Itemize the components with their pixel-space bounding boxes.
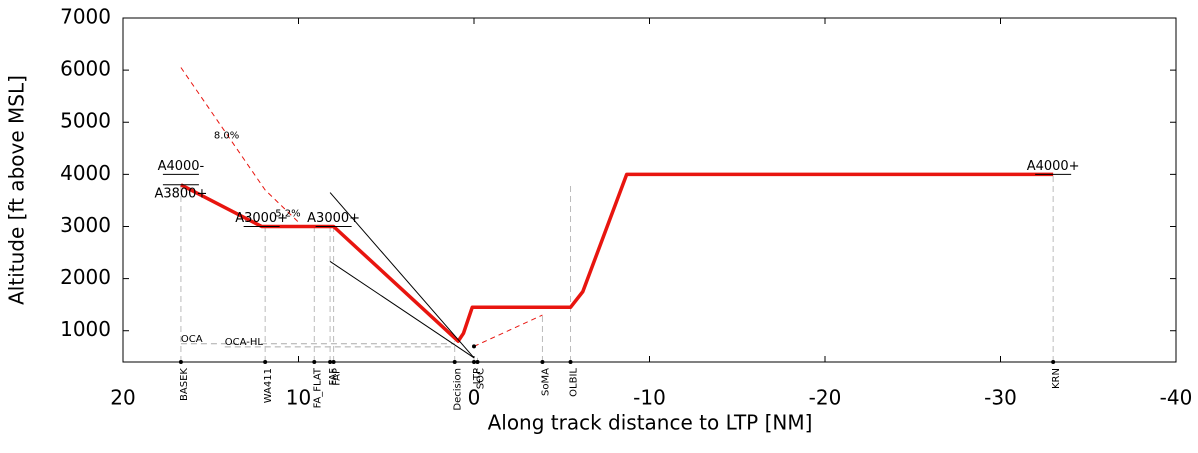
waypoint-label: KRN [1051, 368, 1062, 389]
plot-frame [122, 17, 1177, 363]
waypoint-label: SoMA [540, 368, 551, 396]
waypoint-dot [178, 360, 183, 364]
constraint-label: A4000+ [1027, 159, 1080, 174]
x-tick-label: -40 [1160, 386, 1193, 410]
waypoint-label: FA_FLAT [312, 367, 323, 408]
waypoint-dot [540, 360, 545, 364]
waypoint-dot [568, 360, 573, 364]
x-tick-label: 10 [286, 386, 311, 410]
waypoint-label: SOC [476, 368, 487, 389]
oca-label: OCA-HL [225, 337, 264, 348]
y-tick-label: 6000 [60, 57, 111, 81]
y-tick-label: 5000 [60, 109, 111, 133]
waypoint-dot [472, 360, 476, 364]
y-tick-label: 4000 [60, 161, 111, 185]
x-tick-label: -20 [809, 386, 842, 410]
series-line [180, 172, 1054, 343]
series-line [329, 260, 475, 359]
constraint-label: A4000- [158, 159, 205, 174]
series-line [473, 314, 543, 347]
waypoint-dot [263, 360, 268, 364]
waypoint-dot [312, 360, 317, 364]
waypoint-label: OLBIL [569, 368, 580, 397]
constraint-label: A3000+ [307, 211, 360, 226]
waypoint-label: Decision [453, 368, 464, 411]
waypoint-label: BASEK [179, 368, 190, 401]
y-tick-label: 2000 [60, 265, 111, 289]
waypoint-label: FAP [332, 368, 343, 386]
oca-label: OCA [181, 334, 203, 345]
x-tick-label: 0 [468, 386, 481, 410]
soc-dot [472, 344, 476, 349]
constraint-label: A3800+ [154, 186, 207, 201]
waypoint-label: LTP [472, 368, 483, 384]
y-tick-label: 3000 [60, 213, 111, 237]
waypoint-dot [331, 360, 336, 364]
y-tick-label: 1000 [60, 317, 111, 341]
waypoint-label: FAF [328, 368, 339, 386]
waypoint-label: WA411 [263, 368, 274, 403]
y-axis-label: Altitude [ft above MSL] [5, 75, 29, 305]
gradient-label: 8.0% [214, 130, 239, 141]
waypoint-dot [475, 360, 480, 364]
y-tick-label: 7000 [60, 5, 111, 29]
series-line [329, 192, 475, 359]
gradient-label: 5.2% [275, 208, 300, 219]
waypoint-dot [1051, 360, 1056, 364]
constraint-label: A3000+ [235, 211, 288, 226]
x-axis-label: Along track distance to LTP [NM] [488, 411, 813, 435]
x-tick-label: -30 [984, 386, 1017, 410]
waypoint-dot [328, 360, 333, 364]
x-tick-label: -10 [633, 386, 666, 410]
waypoint-dot [452, 360, 457, 364]
x-tick-label: 20 [110, 386, 135, 410]
series-line [180, 67, 301, 225]
